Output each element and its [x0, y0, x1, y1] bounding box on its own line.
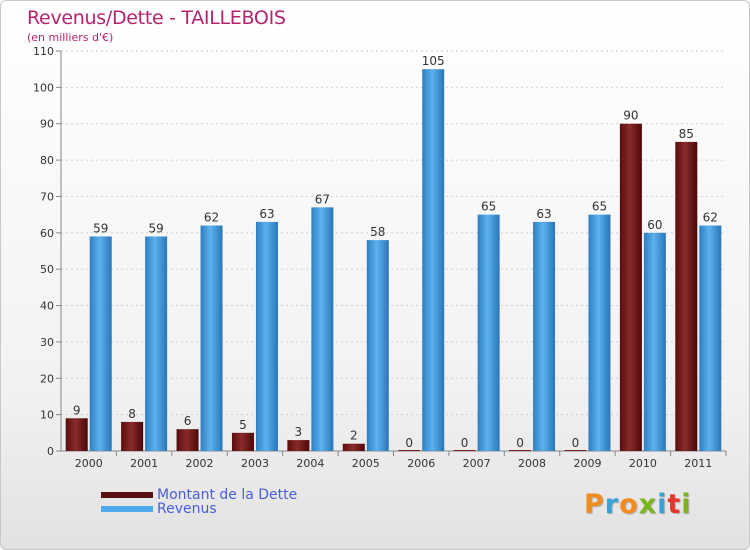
x-tick-label: 2006	[407, 457, 435, 470]
x-tick-label: 2008	[518, 457, 546, 470]
data-label-dette: 90	[623, 109, 638, 123]
data-label-dette: 9	[73, 403, 81, 417]
y-tick-label: 70	[40, 190, 54, 203]
bar-dette	[176, 429, 199, 451]
data-label-revenus: 62	[204, 211, 219, 225]
data-label-dette: 2	[350, 429, 358, 443]
x-tick-label: 2004	[296, 457, 324, 470]
data-label-dette: 5	[239, 418, 247, 432]
y-tick-label: 60	[40, 227, 54, 240]
x-tick-label: 2011	[684, 457, 712, 470]
y-tick-label: 20	[40, 372, 54, 385]
logo-letter: x	[638, 489, 658, 520]
bar-revenus	[422, 69, 445, 451]
bar-revenus	[643, 232, 666, 451]
data-label-dette: 8	[128, 407, 136, 421]
data-label-revenus: 63	[536, 207, 551, 221]
data-label-revenus: 63	[259, 207, 274, 221]
data-label-dette: 6	[184, 414, 192, 428]
data-label-dette: 3	[295, 425, 303, 439]
chart-subtitle: (en milliers d'€)	[27, 31, 114, 44]
y-tick-label: 0	[47, 445, 54, 458]
bar-dette	[619, 123, 642, 452]
data-label-dette: 0	[516, 436, 524, 450]
y-tick-label: 40	[40, 300, 54, 313]
data-label-revenus: 59	[93, 221, 108, 235]
legend-label-revenus: Revenus	[157, 501, 217, 517]
bar-dette	[231, 432, 254, 451]
x-tick-label: 2010	[629, 457, 657, 470]
bar-revenus	[366, 240, 389, 451]
logo-letter: P	[584, 489, 605, 520]
bar-revenus	[89, 236, 112, 451]
bar-dette	[121, 421, 144, 451]
legend-item-dette: Montant de la Dette	[101, 487, 297, 503]
x-tick-label: 2001	[130, 457, 158, 470]
data-label-revenus: 60	[647, 218, 662, 232]
x-tick-label: 2000	[75, 457, 103, 470]
data-label-revenus: 65	[592, 200, 607, 214]
bar-dette	[287, 440, 310, 451]
data-label-revenus: 62	[703, 211, 718, 225]
legend-swatch-dette	[101, 492, 153, 498]
data-label-dette: 0	[572, 436, 580, 450]
logo-letter: i	[657, 489, 668, 520]
x-tick-label: 2003	[241, 457, 269, 470]
logo-letter: o	[619, 489, 639, 520]
data-label-revenus: 65	[481, 200, 496, 214]
legend-label-dette: Montant de la Dette	[157, 487, 298, 503]
bar-revenus	[255, 221, 278, 451]
x-tick-label: 2009	[573, 457, 601, 470]
y-tick-label: 30	[40, 336, 54, 349]
bar-dette	[342, 443, 365, 451]
data-label-revenus: 58	[370, 225, 385, 239]
bar-dette	[65, 418, 88, 451]
x-tick-label: 2007	[463, 457, 491, 470]
x-tick-label: 2002	[186, 457, 214, 470]
bar-revenus	[200, 225, 223, 451]
data-label-dette: 0	[405, 436, 413, 450]
data-label-revenus: 105	[422, 54, 445, 68]
y-tick-label: 100	[33, 81, 54, 94]
bar-revenus	[533, 221, 556, 451]
legend-item-revenus: Revenus	[101, 501, 217, 517]
chart-title: Revenus/Dette - TAILLEBOIS	[27, 7, 286, 29]
logo-letter: i	[681, 489, 692, 520]
data-label-dette: 85	[679, 127, 694, 141]
bar-revenus	[588, 214, 611, 451]
data-label-dette: 0	[461, 436, 469, 450]
bar-dette	[675, 141, 698, 451]
data-label-revenus: 67	[315, 192, 330, 206]
bar-revenus	[145, 236, 168, 451]
y-tick-label: 80	[40, 154, 54, 167]
y-tick-label: 110	[33, 45, 54, 58]
bar-revenus	[477, 214, 500, 451]
bar-revenus	[699, 225, 722, 451]
logo-letter: t	[667, 489, 682, 520]
proxiti-logo: Proxiti	[584, 489, 692, 520]
y-tick-label: 50	[40, 263, 54, 276]
data-label-revenus: 59	[148, 221, 163, 235]
y-tick-label: 10	[40, 409, 54, 422]
legend-swatch-revenus	[101, 506, 153, 512]
bar-revenus	[311, 207, 334, 451]
logo-letter: r	[604, 489, 620, 520]
y-tick-label: 90	[40, 118, 54, 131]
x-tick-label: 2005	[352, 457, 380, 470]
